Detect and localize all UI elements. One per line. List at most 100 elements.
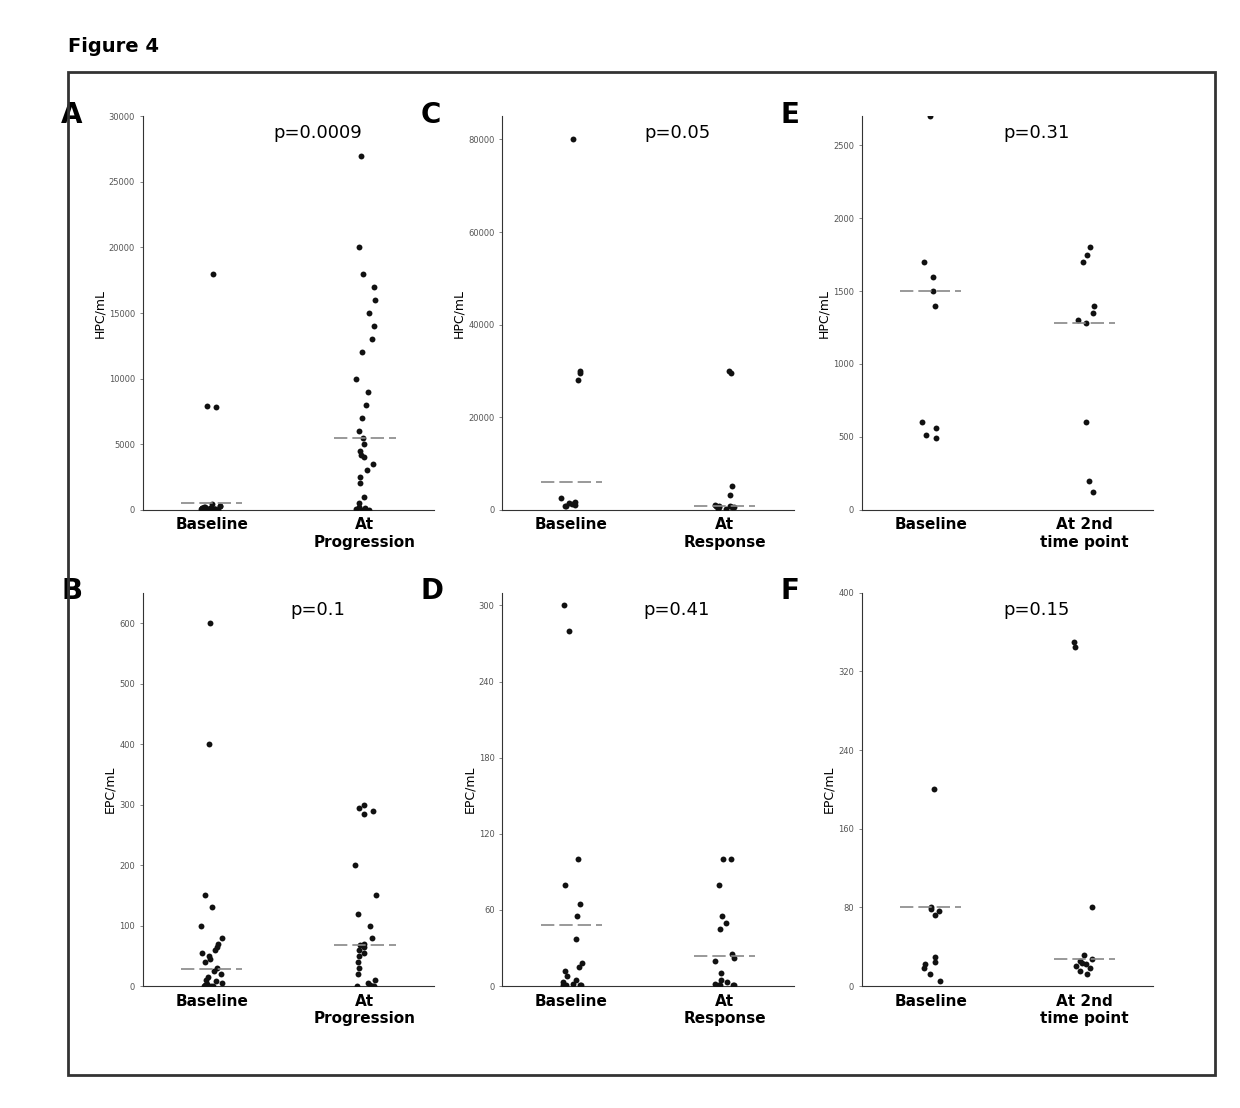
Point xyxy=(717,914,737,932)
Point xyxy=(930,973,950,991)
Point xyxy=(720,486,740,504)
Point xyxy=(195,976,215,994)
Point xyxy=(200,947,219,965)
Point xyxy=(572,976,591,994)
Point xyxy=(1068,311,1087,329)
Point xyxy=(914,960,934,977)
Point xyxy=(346,500,366,517)
Point xyxy=(365,278,384,296)
Point xyxy=(350,936,370,954)
Point xyxy=(913,413,932,431)
Point xyxy=(366,291,386,309)
Point xyxy=(351,146,371,164)
Point xyxy=(1076,413,1096,431)
Point xyxy=(556,962,575,979)
Point xyxy=(704,952,724,970)
Point xyxy=(570,362,590,380)
Point xyxy=(206,501,226,519)
Point xyxy=(206,501,226,519)
Point xyxy=(363,317,383,335)
Point xyxy=(197,398,217,416)
Y-axis label: EPC/mL: EPC/mL xyxy=(822,766,836,813)
Point xyxy=(709,976,729,994)
Point xyxy=(360,501,379,519)
Point xyxy=(191,916,211,934)
Point xyxy=(207,960,227,977)
Point xyxy=(715,501,735,519)
Point xyxy=(211,965,231,983)
Point xyxy=(914,253,934,270)
Point xyxy=(557,497,577,515)
Point xyxy=(365,972,384,989)
Point xyxy=(208,501,228,519)
Point xyxy=(564,496,584,514)
Point xyxy=(202,495,222,513)
Point xyxy=(1084,297,1104,315)
Point xyxy=(1083,950,1102,967)
Point xyxy=(554,596,574,614)
Point xyxy=(915,955,935,973)
Point xyxy=(346,856,366,874)
Point xyxy=(202,899,222,916)
Text: p=0.1: p=0.1 xyxy=(290,601,345,618)
Point xyxy=(196,499,216,516)
Point xyxy=(347,965,367,983)
Text: D: D xyxy=(420,577,444,605)
Text: p=0.31: p=0.31 xyxy=(1003,124,1070,142)
Point xyxy=(200,501,219,519)
Point xyxy=(559,622,579,639)
Point xyxy=(353,429,373,447)
Point xyxy=(563,131,583,148)
Point xyxy=(195,501,215,519)
Point xyxy=(355,501,374,519)
Point xyxy=(191,501,211,519)
Point xyxy=(360,916,379,934)
Point xyxy=(355,796,374,813)
Point xyxy=(352,501,372,519)
Point xyxy=(925,906,945,924)
Point xyxy=(348,960,368,977)
Point xyxy=(1076,955,1096,973)
Point xyxy=(197,975,217,993)
Point xyxy=(355,804,374,822)
Point xyxy=(192,944,212,962)
Point xyxy=(568,371,588,389)
Point xyxy=(356,396,376,413)
Point xyxy=(203,501,223,519)
Point xyxy=(722,476,742,494)
Point xyxy=(351,445,371,463)
Point xyxy=(556,976,575,994)
Point xyxy=(346,370,366,388)
Text: p=0.05: p=0.05 xyxy=(644,124,711,142)
Point xyxy=(930,903,950,921)
Point xyxy=(207,937,227,955)
Point xyxy=(358,382,378,400)
Point xyxy=(1078,965,1097,983)
Point xyxy=(930,93,950,111)
Point xyxy=(210,496,229,514)
Point xyxy=(195,886,215,904)
Point xyxy=(563,975,583,993)
Point xyxy=(1083,304,1102,321)
Point xyxy=(558,967,578,985)
Point xyxy=(1084,483,1104,501)
Point xyxy=(196,501,216,519)
Point xyxy=(357,974,377,992)
Point xyxy=(712,907,732,925)
Point xyxy=(197,500,217,517)
Point xyxy=(924,283,944,300)
Point xyxy=(704,495,724,513)
Point xyxy=(356,500,376,517)
Text: p=0.0009: p=0.0009 xyxy=(273,124,362,142)
Point xyxy=(723,976,743,994)
Point xyxy=(363,976,383,994)
Y-axis label: EPC/mL: EPC/mL xyxy=(463,766,476,813)
Point xyxy=(363,455,383,473)
Y-axis label: HPC/mL: HPC/mL xyxy=(93,288,105,338)
Point xyxy=(350,238,370,256)
Point xyxy=(1079,472,1099,490)
Point xyxy=(197,501,217,519)
Point xyxy=(1081,899,1101,916)
Point xyxy=(712,971,732,988)
Point xyxy=(350,799,370,817)
